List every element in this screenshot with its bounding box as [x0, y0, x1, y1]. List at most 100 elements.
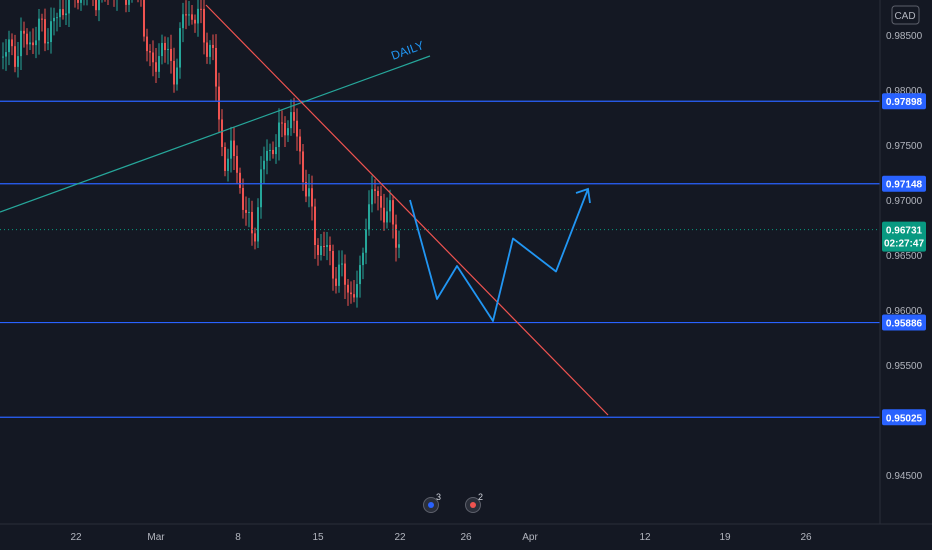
candle-body [164, 42, 166, 51]
candle-body [383, 207, 385, 223]
candle-body [230, 140, 232, 159]
candle-body [293, 112, 295, 121]
candle-body [359, 265, 361, 285]
projection-path [409, 187, 591, 322]
candle-body [125, 0, 127, 5]
level-price-tag-box [882, 175, 926, 192]
candle-body [146, 36, 148, 52]
earnings-event-icon[interactable]: 2 [465, 492, 483, 513]
candle-body [356, 284, 358, 298]
candle-body [254, 233, 256, 242]
candle-body [302, 151, 304, 183]
candle-body [218, 86, 220, 120]
y-tick-label: 0.97500 [886, 141, 923, 152]
candle-body [344, 263, 346, 285]
candle-body [2, 56, 4, 58]
candle-body [353, 294, 355, 298]
earnings-event-count: 2 [478, 492, 484, 502]
x-tick-label: Mar [147, 532, 165, 543]
candle-body [194, 19, 196, 24]
candle-body [20, 30, 22, 57]
candle-body [245, 209, 247, 213]
candle-body [326, 244, 328, 248]
candle-body [266, 150, 268, 161]
currency-label: CAD [894, 11, 915, 22]
x-tick-label: 26 [460, 532, 472, 543]
candle-body [158, 56, 160, 72]
candle-body [191, 14, 193, 20]
candle-body [44, 19, 46, 44]
candle-body [305, 182, 307, 197]
candle-body [143, 0, 145, 37]
candle-body [5, 52, 7, 57]
candle-body [290, 112, 292, 129]
candle-body [269, 149, 271, 151]
candle-body [161, 42, 163, 57]
y-tick-label: 0.95500 [886, 361, 923, 372]
y-tick-label: 0.98500 [886, 31, 923, 42]
candle-body [200, 8, 202, 10]
economic-event-count: 3 [436, 492, 442, 502]
countdown-text: 02:27:47 [884, 239, 924, 250]
level-price-tag-box [882, 314, 926, 331]
candle-body [170, 48, 172, 61]
price-axis[interactable]: CAD0.985000.980000.975000.970000.965000.… [879, 0, 932, 550]
level-price-tag-text: 0.95886 [886, 319, 923, 330]
projection-path-line [409, 188, 589, 322]
horizontal-levels [0, 100, 880, 418]
candle-body [338, 264, 340, 286]
economic-event-icon[interactable]: 3 [423, 492, 441, 513]
candle-body [368, 204, 370, 230]
currency-box [891, 5, 920, 25]
candle-body [206, 42, 208, 57]
x-tick-label: Apr [522, 532, 538, 543]
candle-body [395, 224, 397, 248]
candle-body [47, 42, 49, 44]
candle-body [80, 0, 82, 3]
candle-body [311, 188, 313, 207]
candle-body [332, 250, 334, 279]
time-axis[interactable]: 22 Mar 8 15 22 26 Apr 12 19 26 [0, 523, 932, 543]
level-price-tag-text: 0.95025 [886, 413, 923, 424]
candle-body [389, 200, 391, 212]
candle-body [398, 244, 400, 248]
candle-body [242, 187, 244, 210]
candle-body [35, 40, 37, 46]
candle-body [68, 0, 70, 14]
x-tick-label: 22 [394, 532, 406, 543]
x-tick-label: 26 [800, 532, 812, 543]
candle-body [257, 207, 259, 242]
candle-body [308, 188, 310, 197]
candle-body [299, 136, 301, 152]
candle-body [32, 42, 34, 46]
level-price-tag-box [882, 409, 926, 426]
candle-body [284, 123, 286, 136]
price-tags: 0.97898 0.97148 0.95886 0.95025 0.96731 02:27… [882, 93, 926, 426]
candle-body [233, 140, 235, 157]
candle-body [98, 0, 100, 11]
downtrend-line [205, 4, 609, 416]
y-tick-label: 0.97000 [886, 196, 923, 207]
candle-body [176, 67, 178, 85]
candle-body [14, 46, 16, 67]
candle-body [149, 51, 151, 53]
candle-body [362, 252, 364, 266]
trendlines: DAILY [0, 4, 609, 416]
candle-body [365, 229, 367, 253]
candle-body [329, 244, 331, 251]
candle-body [263, 160, 265, 170]
candle-body [56, 17, 58, 19]
daily-trendline [0, 55, 431, 213]
candle-body [167, 48, 169, 51]
candle-body [182, 14, 184, 29]
candle-body [335, 278, 337, 286]
y-tick-label: 0.98000 [886, 86, 923, 97]
candle-body [11, 39, 13, 47]
candle-body [38, 18, 40, 41]
candle-body [377, 190, 379, 197]
candle-body [374, 189, 376, 191]
candle-body [227, 158, 229, 171]
candle-body [185, 14, 187, 16]
candle-body [347, 284, 349, 293]
